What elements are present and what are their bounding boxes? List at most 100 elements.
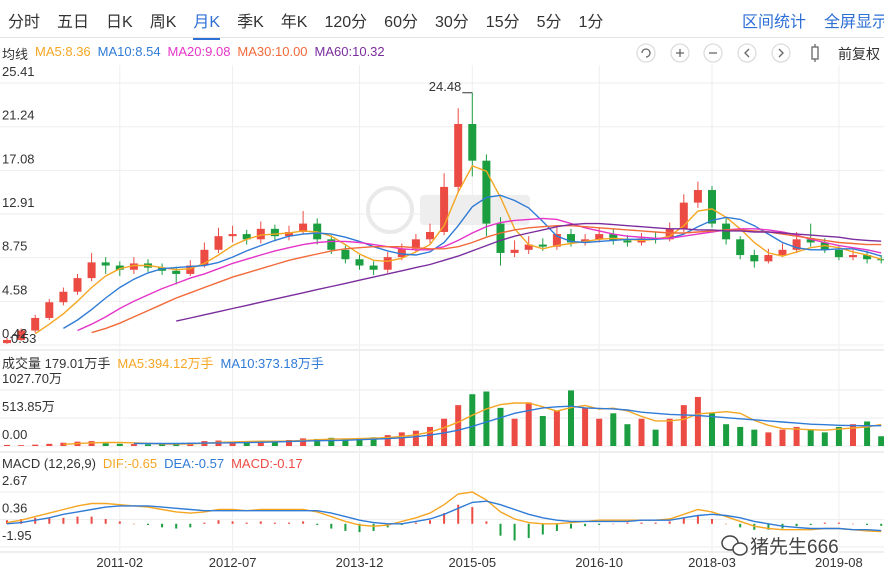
line-series: [6, 491, 882, 533]
volume-bar: [342, 439, 349, 446]
macd-bar: [640, 522, 643, 524]
volume-bar: [878, 436, 884, 446]
x-tick-label: 2019-08: [815, 555, 863, 570]
period-tab[interactable]: 5分: [536, 14, 562, 31]
volume-bar: [652, 429, 659, 446]
macd-bar: [372, 523, 375, 531]
period-tab[interactable]: 120分: [324, 14, 368, 31]
macd-bar: [513, 523, 516, 541]
macd-bar: [147, 523, 149, 525]
y-tick-label: 12.91: [2, 195, 35, 210]
macd-bar: [555, 523, 558, 531]
macd-bar: [76, 516, 79, 524]
period-tab[interactable]: 1分: [578, 14, 604, 31]
min-label: 0.53: [11, 331, 36, 346]
legend-title: MACD (12,26,9): [2, 456, 96, 471]
toolbar: 分时 五日 日K 周K 月K 季K 年K 120分 60分 30分 15分 5分 1分 区间统计 全屏显…: [0, 0, 884, 40]
candle-body: [849, 255, 857, 258]
candle-body: [567, 234, 575, 243]
candle-body: [877, 259, 884, 261]
candle-body: [778, 249, 787, 256]
volume-bar: [102, 443, 109, 446]
volume-bar: [328, 437, 335, 446]
macd-bar: [203, 522, 206, 524]
candle-body: [482, 160, 491, 224]
period-tab[interactable]: 月K: [193, 8, 221, 40]
period-tab[interactable]: 日K: [106, 14, 133, 31]
candle-body: [623, 240, 632, 243]
period-tab[interactable]: 15分: [485, 14, 520, 31]
macd-bar: [259, 521, 262, 524]
range-stats[interactable]: 区间统计: [741, 14, 806, 31]
legend-item: DIF:-0.65: [102, 456, 158, 471]
candle-body: [369, 265, 378, 270]
macd-bar: [273, 522, 276, 524]
line-series: [176, 222, 882, 322]
macd-bar: [725, 523, 728, 525]
candle-body: [764, 255, 773, 262]
candle-body: [708, 190, 716, 224]
volume-bar: [384, 435, 391, 446]
macd-bar: [541, 523, 544, 535]
candle-body: [496, 223, 505, 253]
period-tab[interactable]: 季K: [237, 14, 264, 31]
macd-bar: [104, 519, 107, 524]
volume-bar: [145, 444, 151, 446]
candle-body: [172, 270, 181, 274]
macd-bar: [231, 521, 234, 524]
macd-bar: [414, 522, 417, 524]
macd-bar: [823, 522, 826, 524]
period-tab[interactable]: 年K: [280, 14, 308, 31]
plot-layer: 2011-02 2012-07 2013-12 2015-05 2016-10 2018-…: [0, 64, 884, 570]
macd-bar: [682, 517, 685, 524]
macd-bar: [739, 523, 742, 528]
macd-bar: [48, 517, 51, 524]
candle-body: [863, 255, 872, 260]
volume-bar: [850, 424, 856, 446]
candle-body: [214, 236, 223, 250]
period-tab[interactable]: 分时: [8, 14, 41, 31]
period-tab[interactable]: 五日: [57, 14, 90, 31]
volume-bar: [568, 390, 574, 446]
candle-body: [228, 234, 237, 237]
volume-bar: [412, 430, 419, 446]
fullscreen[interactable]: 全屏显示: [823, 14, 884, 31]
y-tick-label: 25.41: [2, 64, 35, 79]
macd-bar: [62, 517, 65, 524]
volume-bar: [680, 405, 687, 446]
volume-bar: [779, 429, 786, 446]
volume-bar: [821, 432, 828, 446]
macd-bar: [118, 521, 121, 524]
legend-item: MA20:9.08: [167, 44, 231, 59]
volume-bar: [539, 416, 546, 446]
candle-body: [440, 186, 449, 232]
candle-body: [411, 239, 420, 249]
period-tab[interactable]: 60分: [384, 14, 418, 31]
adjust-mode[interactable]: 前复权: [838, 46, 880, 62]
macd-bar: [626, 522, 629, 524]
macd-bar: [880, 523, 883, 526]
volume-bar: [427, 426, 433, 446]
volume-bar: [398, 432, 405, 446]
candle-body: [285, 231, 293, 237]
candle-body: [59, 291, 68, 303]
tick-labels: 25.41 21.24 17.08 12.91 8.75 4.58 0.42 24.48 0.5…: [2, 64, 461, 543]
candle-body: [792, 239, 801, 250]
volume-bar: [4, 444, 10, 446]
volume-bar: [173, 443, 180, 446]
macd-bar: [499, 523, 502, 536]
macd-bar: [668, 521, 671, 524]
volume-bar: [596, 418, 603, 446]
y-tick-label: 2.67: [2, 473, 27, 488]
period-tab[interactable]: 30分: [434, 14, 469, 31]
legend-item: MA60:10.32: [314, 44, 385, 59]
y-tick-label: 0.36: [2, 501, 27, 516]
period-tab[interactable]: 周K: [149, 14, 177, 31]
macd-bar: [485, 521, 488, 524]
volume-bar: [553, 410, 560, 446]
macd-bar: [527, 523, 530, 539]
toolbar-icons[interactable]: [636, 43, 819, 63]
